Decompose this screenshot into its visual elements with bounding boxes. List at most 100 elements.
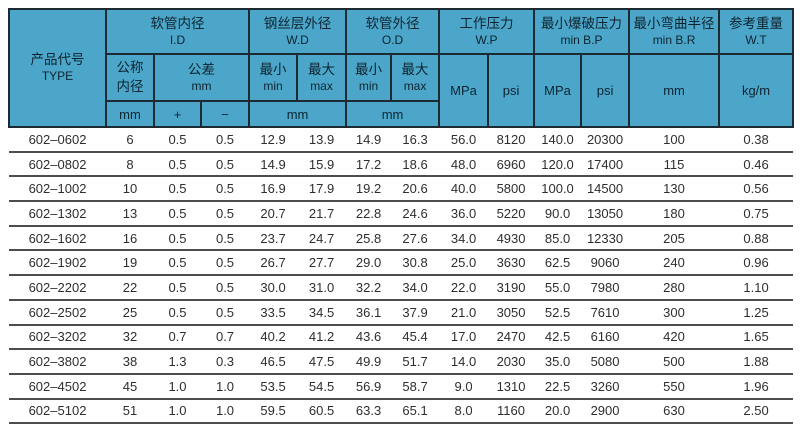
group-header-wp-en: W.P bbox=[475, 32, 498, 47]
cell-wt_kgm: 1.65 bbox=[719, 324, 794, 351]
table-row: 602–4502 45 1.0 1.0 53.5 54.5 56.9 58.7 9.0 1310 2… bbox=[9, 373, 794, 400]
table-row: 602–3802 38 1.3 0.3 46.5 47.5 49.9 51.7 14.0 2030… bbox=[9, 349, 794, 375]
cell-tol_minus: 0.5 bbox=[201, 250, 250, 277]
cell-wd_min: 20.7 bbox=[249, 201, 298, 227]
group-header-od-en: O.D bbox=[381, 32, 404, 47]
group-header-bp-zh: 最小爆破压力 bbox=[541, 15, 623, 31]
cell-bp_mpa: 120.0 bbox=[534, 151, 582, 178]
subheader-tol-minus: − bbox=[199, 100, 251, 128]
cell-od_max: 37.9 bbox=[391, 299, 440, 326]
cell-od_max: 51.7 bbox=[391, 349, 440, 375]
cell-bp_mpa: 90.0 bbox=[534, 201, 582, 227]
cell-tol_minus: 0.5 bbox=[201, 176, 250, 203]
subheader-od-unit: mm bbox=[345, 100, 441, 128]
cell-br_mm: 500 bbox=[629, 349, 720, 375]
cell-wp_mpa: 34.0 bbox=[439, 225, 489, 252]
cell-bp_psi: 17400 bbox=[581, 151, 630, 178]
subheader-wd-max-en: max bbox=[310, 78, 333, 93]
cell-br_mm: 100 bbox=[629, 127, 720, 153]
subheader-od-max: 最大 max bbox=[390, 53, 441, 102]
col-header-type-zh: 产品代号 bbox=[30, 52, 85, 68]
cell-wd_max: 41.2 bbox=[297, 324, 347, 351]
cell-nominal_id_mm: 25 bbox=[106, 299, 154, 326]
cell-br_mm: 205 bbox=[629, 225, 720, 252]
cell-tol_plus: 0.5 bbox=[154, 201, 201, 227]
group-header-br: 最小弯曲半径 min B.R bbox=[628, 8, 721, 55]
col-header-type: 产品代号 TYPE bbox=[8, 8, 107, 128]
cell-wd_max: 15.9 bbox=[297, 151, 347, 178]
cell-wp_mpa: 40.0 bbox=[439, 176, 489, 203]
cell-tol_minus: 0.5 bbox=[201, 275, 250, 301]
cell-wd_min: 16.9 bbox=[249, 176, 298, 203]
cell-od_max: 58.7 bbox=[391, 373, 440, 400]
cell-wt_kgm: 0.38 bbox=[719, 127, 794, 153]
cell-wd_max: 54.5 bbox=[297, 373, 347, 400]
cell-wd_min: 14.9 bbox=[249, 151, 298, 178]
subheader-wp-mpa: MPa bbox=[438, 53, 490, 128]
cell-nominal_id_mm: 45 bbox=[106, 373, 154, 400]
cell-bp_mpa: 52.5 bbox=[534, 299, 582, 326]
subheader-od-max-zh: 最大 bbox=[401, 61, 429, 77]
subheader-wd-min-en: min bbox=[263, 78, 283, 93]
cell-nominal_id_mm: 10 bbox=[106, 176, 154, 203]
cell-wd_max: 31.0 bbox=[297, 275, 347, 301]
table-row: 602–5102 51 1.0 1.0 59.5 60.5 63.3 65.1 8.0 1160 2… bbox=[9, 398, 794, 425]
subheader-nominal-unit: mm bbox=[105, 100, 155, 128]
group-header-wd: 钢丝层外径 W.D bbox=[248, 8, 348, 55]
cell-tol_plus: 1.0 bbox=[154, 398, 201, 425]
cell-od_min: 56.9 bbox=[346, 373, 392, 400]
cell-nominal_id_mm: 19 bbox=[106, 250, 154, 277]
subheader-bp-psi: psi bbox=[580, 53, 631, 128]
cell-br_mm: 420 bbox=[629, 324, 720, 351]
subheader-wd-max: 最大 max bbox=[296, 53, 348, 102]
cell-od_min: 22.8 bbox=[346, 201, 392, 227]
cell-od_min: 29.0 bbox=[346, 250, 392, 277]
cell-wd_min: 46.5 bbox=[249, 349, 298, 375]
table-row: 602–2502 25 0.5 0.5 33.5 34.5 36.1 37.9 21.0 3050… bbox=[9, 299, 794, 326]
cell-tol_minus: 0.5 bbox=[201, 225, 250, 252]
cell-bp_psi: 7610 bbox=[581, 299, 630, 326]
cell-tol_minus: 0.5 bbox=[201, 127, 250, 153]
cell-od_max: 34.0 bbox=[391, 275, 440, 301]
table-row: 602–1602 16 0.5 0.5 23.7 24.7 25.8 27.6 34.0 4930… bbox=[9, 225, 794, 252]
cell-bp_mpa: 62.5 bbox=[534, 250, 582, 277]
cell-bp_psi: 3260 bbox=[581, 373, 630, 400]
subheader-nominal-id: 公称 内径 bbox=[105, 53, 155, 102]
table-header: 产品代号 TYPE 软管内径 I.D 钢丝层外径 W.D 软管外径 O.D 工作… bbox=[8, 8, 795, 128]
cell-nominal_id_mm: 16 bbox=[106, 225, 154, 252]
cell-tol_plus: 0.5 bbox=[154, 275, 201, 301]
subheader-wd-unit: mm bbox=[248, 100, 348, 128]
cell-od_min: 19.2 bbox=[346, 176, 392, 203]
cell-tol_plus: 0.7 bbox=[154, 324, 201, 351]
cell-od_min: 17.2 bbox=[346, 151, 392, 178]
col-header-type-en: TYPE bbox=[41, 69, 74, 84]
cell-bp_psi: 20300 bbox=[581, 127, 630, 153]
cell-type: 602–2202 bbox=[9, 275, 106, 301]
cell-wp_psi: 1310 bbox=[488, 373, 535, 400]
cell-wp_psi: 3050 bbox=[488, 299, 535, 326]
table-row: 602–0802 8 0.5 0.5 14.9 15.9 17.2 18.6 48.0 6960 1… bbox=[9, 151, 794, 178]
cell-tol_plus: 0.5 bbox=[154, 127, 201, 153]
cell-type: 602–5102 bbox=[9, 398, 106, 425]
group-header-id-en: I.D bbox=[169, 32, 186, 47]
cell-br_mm: 630 bbox=[629, 398, 720, 425]
cell-wp_psi: 1160 bbox=[488, 398, 535, 425]
cell-od_min: 14.9 bbox=[346, 127, 392, 153]
cell-type: 602–0602 bbox=[9, 127, 106, 153]
cell-wp_psi: 3630 bbox=[488, 250, 535, 277]
cell-br_mm: 300 bbox=[629, 299, 720, 326]
cell-nominal_id_mm: 6 bbox=[106, 127, 154, 153]
group-header-wd-en: W.D bbox=[286, 32, 309, 47]
group-header-wt-en: W.T bbox=[745, 32, 767, 47]
cell-od_min: 36.1 bbox=[346, 299, 392, 326]
cell-wt_kgm: 0.88 bbox=[719, 225, 794, 252]
cell-bp_psi: 9060 bbox=[581, 250, 630, 277]
cell-bp_mpa: 100.0 bbox=[534, 176, 582, 203]
cell-tol_minus: 1.0 bbox=[201, 398, 250, 425]
cell-wd_max: 34.5 bbox=[297, 299, 347, 326]
subheader-tolerance: 公差 mm bbox=[152, 53, 251, 102]
table-row: 602–0602 6 0.5 0.5 12.9 13.9 14.9 16.3 56.0 8120 1… bbox=[9, 127, 794, 153]
cell-wt_kgm: 2.50 bbox=[719, 398, 794, 425]
cell-nominal_id_mm: 8 bbox=[106, 151, 154, 178]
table-body: 602–0602 6 0.5 0.5 12.9 13.9 14.9 16.3 56.0 8120 1… bbox=[9, 127, 794, 425]
